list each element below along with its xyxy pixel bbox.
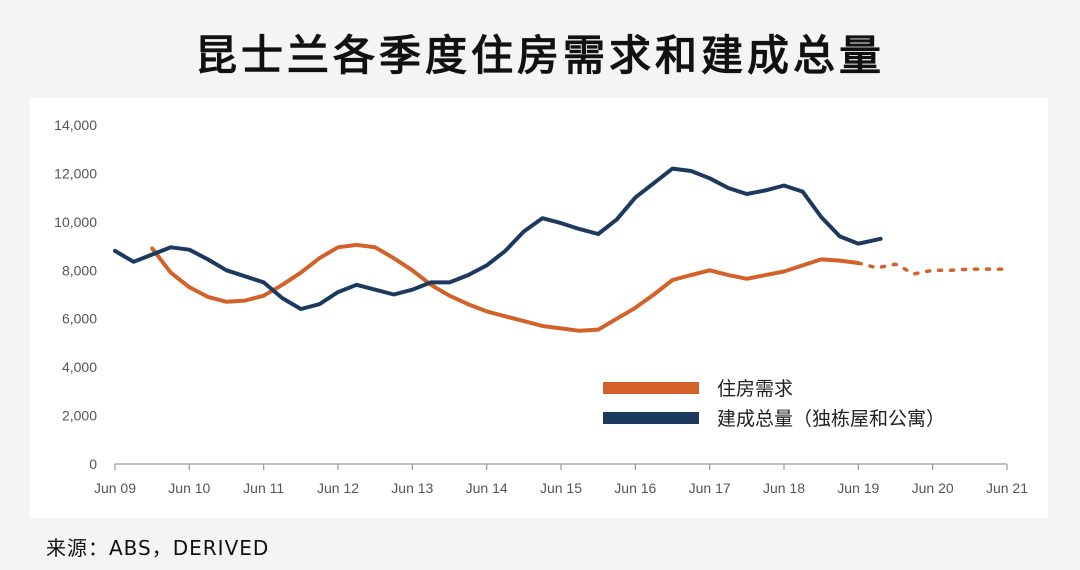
x-tick-label: Jun 20 <box>912 480 954 496</box>
series-layer <box>113 166 1009 333</box>
y-tick-label: 0 <box>89 456 97 472</box>
series-line-demand-forecast <box>856 261 1009 276</box>
x-tick-label: Jun 13 <box>391 480 433 496</box>
x-tick-label: Jun 12 <box>317 480 359 496</box>
x-tick-label: Jun 10 <box>168 480 210 496</box>
series-line-demand <box>150 242 861 333</box>
y-tick-label: 2,000 <box>62 408 97 424</box>
line-chart: 0 2,000 4,000 6,000 8,000 10,000 12,000 14,000 J… <box>54 117 1028 496</box>
x-tick-label: Jun 15 <box>540 480 582 496</box>
legend-label: 建成总量（独栋屋和公寓） <box>717 408 945 430</box>
y-tick-label: 10,000 <box>54 214 97 230</box>
y-tick-label: 14,000 <box>54 117 97 133</box>
legend-swatch <box>603 412 699 424</box>
x-tick-label: Jun 14 <box>466 480 508 496</box>
legend-label: 住房需求 <box>717 378 793 400</box>
source-note: 来源：ABS，DERIVED <box>46 536 270 560</box>
x-tick-label: Jun 11 <box>243 480 284 496</box>
x-tick-label: Jun 17 <box>689 480 731 496</box>
x-tick-label: Jun 19 <box>837 480 879 496</box>
series-line-completions <box>113 166 883 311</box>
axes: 0 2,000 4,000 6,000 8,000 10,000 12,000 14,000 J… <box>54 117 1028 496</box>
y-tick-label: 8,000 <box>62 262 97 278</box>
x-tick-label: Jun 16 <box>614 480 656 496</box>
legend-swatch <box>603 382 699 394</box>
plot-panel: 0 2,000 4,000 6,000 8,000 10,000 12,000 14,000 J… <box>30 98 1048 518</box>
y-tick-label: 6,000 <box>62 311 97 327</box>
y-tick-label: 4,000 <box>62 359 97 375</box>
x-tick-label: Jun 09 <box>94 480 136 496</box>
x-tick-label: Jun 18 <box>763 480 805 496</box>
chart-title: 昆士兰各季度住房需求和建成总量 <box>194 31 885 80</box>
x-tick-label: Jun 21 <box>986 480 1028 496</box>
y-tick-label: 12,000 <box>54 165 97 181</box>
